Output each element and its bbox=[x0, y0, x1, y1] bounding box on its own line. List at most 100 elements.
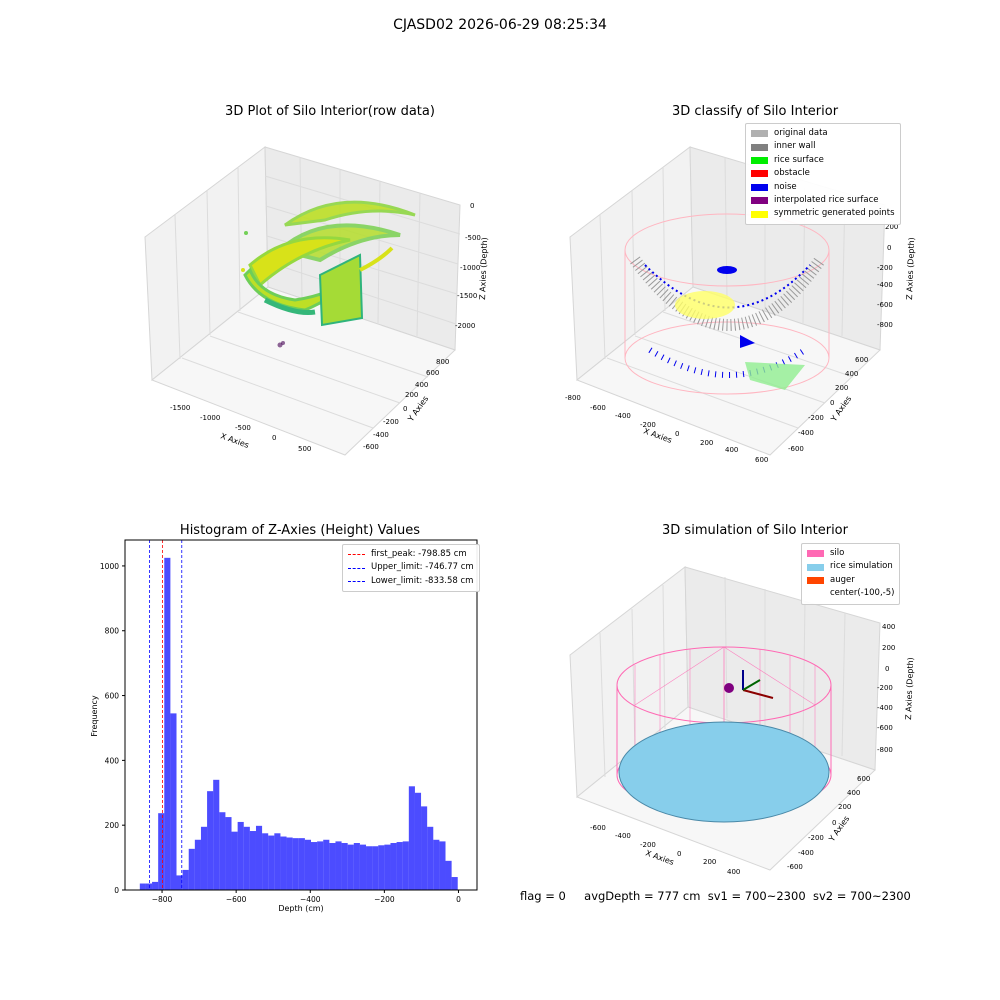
legend-item-first-peak: first_peak: -798.85 cm bbox=[348, 548, 474, 561]
legend-label: center(-100,-5) bbox=[830, 588, 895, 599]
histogram-bar bbox=[402, 841, 409, 890]
raw-y-tick: -200 bbox=[383, 418, 399, 426]
legend-item-rice-simulation: rice simulation bbox=[807, 560, 894, 573]
histogram-bar bbox=[207, 791, 214, 890]
raw-x-tick: 0 bbox=[272, 434, 276, 442]
histogram-canvas: −800 −600 −400 −200 0 0 200 400 600 800 1000 Dept… bbox=[90, 539, 478, 913]
legend-swatch bbox=[751, 197, 768, 205]
raw-x-tick: -1500 bbox=[170, 404, 190, 412]
simulation-y-tick: -200 bbox=[808, 834, 824, 842]
histogram-bar bbox=[451, 877, 458, 890]
histogram-bar bbox=[213, 779, 220, 890]
classify-x-tick: -200 bbox=[640, 421, 656, 429]
y-tick-label: 400 bbox=[105, 756, 120, 765]
histogram-bar bbox=[158, 813, 165, 890]
legend-line-blue bbox=[348, 581, 365, 583]
x-tick-label: −400 bbox=[300, 895, 321, 904]
raw-x-axis-label: X Axies bbox=[219, 431, 250, 450]
histogram-bar bbox=[280, 836, 287, 890]
classify-y-tick: 600 bbox=[855, 356, 868, 364]
classify-z-tick: -400 bbox=[877, 281, 893, 289]
status-sv2: sv2 = 700~2300 bbox=[812, 889, 911, 903]
legend-item-lower-limit: Lower_limit: -833.58 cm bbox=[348, 575, 474, 588]
raw-x-tick: -500 bbox=[235, 424, 251, 432]
histogram-bar bbox=[359, 844, 367, 890]
simulation-z-tick: -800 bbox=[877, 746, 893, 754]
classify-3d-plot: 3D classify of Silo Interior -800 -600 -… bbox=[555, 100, 925, 470]
raw-point-cloud bbox=[241, 200, 416, 348]
depth-histogram: Histogram of Z-Axies (Height) Values −80… bbox=[80, 520, 500, 920]
legend-swatch bbox=[751, 183, 768, 191]
simulation-x-tick: -400 bbox=[615, 832, 631, 840]
simulation-z-axis-label: Z Axies (Depth) bbox=[904, 657, 915, 720]
histogram-bar bbox=[243, 826, 250, 890]
histogram-bar bbox=[176, 875, 183, 890]
histogram-bar bbox=[200, 826, 208, 890]
simulation-x-tick: 0 bbox=[677, 850, 681, 858]
legend-label: auger bbox=[830, 574, 855, 585]
histogram-y-axis-label: Frequency bbox=[90, 695, 99, 737]
histogram-bar bbox=[445, 860, 452, 890]
histogram-bar bbox=[329, 843, 336, 890]
histogram-bar bbox=[384, 844, 391, 890]
simulation-z-tick: 200 bbox=[882, 644, 895, 652]
legend-label: Lower_limit: -833.58 cm bbox=[371, 575, 474, 586]
raw-x-tick: 500 bbox=[298, 445, 311, 453]
histogram-frame bbox=[124, 539, 478, 891]
raw-plot-canvas: -1500 -1000 -500 0 500 -600 -400 -200 0 … bbox=[144, 146, 489, 456]
raw-z-tick: -2000 bbox=[455, 322, 475, 330]
legend-swatch bbox=[751, 143, 768, 151]
legend-item-original-data: original data bbox=[751, 127, 895, 140]
histogram-bar bbox=[139, 883, 146, 890]
status-flag: flag = 0 bbox=[520, 889, 566, 903]
classify-y-tick: 0 bbox=[830, 399, 834, 407]
simulation-y-tick: 600 bbox=[857, 775, 870, 783]
histogram-bar bbox=[396, 842, 403, 890]
classify-y-tick: -400 bbox=[798, 429, 814, 437]
raw-y-tick: 200 bbox=[405, 391, 418, 399]
histogram-bar bbox=[292, 838, 299, 890]
classify-z-tick: 0 bbox=[887, 244, 891, 252]
histogram-bar bbox=[439, 841, 446, 890]
legend-swatch bbox=[751, 170, 768, 178]
histogram-bar bbox=[317, 841, 324, 890]
figure-title: CJASD02 2026-06-29 08:25:34 bbox=[393, 17, 607, 33]
histogram-bar bbox=[262, 833, 269, 890]
classify-y-tick: -200 bbox=[808, 414, 824, 422]
raw-data-3d-plot: 3D Plot of Silo Interior(row data) -1500… bbox=[130, 100, 500, 470]
classify-z-tick: -200 bbox=[877, 264, 893, 272]
raw-plot-title: 3D Plot of Silo Interior(row data) bbox=[225, 104, 435, 119]
histogram-bar bbox=[414, 792, 422, 890]
simulation-x-tick: -600 bbox=[590, 824, 606, 832]
legend-label: symmetric generated points bbox=[774, 208, 895, 219]
legend-item-silo: silo bbox=[807, 547, 894, 560]
histogram-bar bbox=[194, 839, 201, 890]
histogram-bar bbox=[152, 881, 159, 890]
histogram-bar bbox=[286, 837, 293, 890]
simulation-x-tick: 200 bbox=[703, 858, 716, 866]
classify-z-tick: -800 bbox=[877, 321, 893, 329]
histogram-bar bbox=[427, 826, 434, 890]
raw-z-axis-label: Z Axies (Depth) bbox=[478, 237, 489, 300]
histogram-bar bbox=[274, 833, 281, 890]
legend-label: original data bbox=[774, 128, 828, 138]
raw-z-tick: -500 bbox=[465, 234, 481, 242]
simulation-legend: silo rice simulation auger center(-100,-… bbox=[801, 543, 901, 605]
legend-label: silo bbox=[830, 548, 845, 558]
histogram-bar bbox=[366, 846, 373, 890]
legend-line-blue bbox=[348, 567, 365, 569]
legend-item-interpolated-rice-surface: interpolated rice surface bbox=[751, 194, 895, 207]
histogram-bar bbox=[219, 812, 226, 890]
histogram-bar bbox=[225, 817, 232, 890]
histogram-bar bbox=[188, 848, 195, 890]
classify-x-tick: 0 bbox=[675, 430, 679, 438]
histogram-bar bbox=[145, 883, 153, 890]
simulation-y-axis-label: Y Axies bbox=[827, 814, 852, 844]
x-tick-label: 0 bbox=[456, 895, 461, 904]
simulation-z-tick: -400 bbox=[877, 704, 893, 712]
legend-label: Upper_limit: -746.77 cm bbox=[371, 562, 474, 573]
raw-y-tick: 800 bbox=[436, 358, 449, 366]
classify-z-tick: -600 bbox=[877, 301, 893, 309]
legend-swatch bbox=[751, 210, 768, 218]
histogram-bar bbox=[164, 557, 171, 890]
